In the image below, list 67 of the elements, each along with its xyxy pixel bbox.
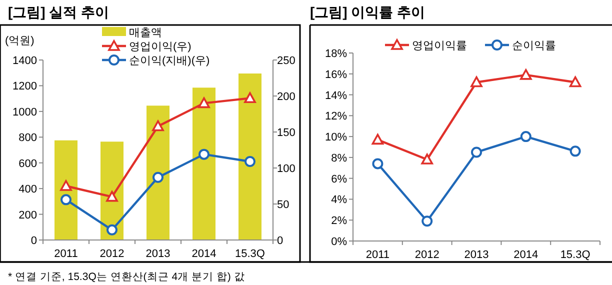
y-tick-label: 400 xyxy=(18,184,37,196)
point xyxy=(152,172,164,183)
x-tick-label: 2014 xyxy=(514,249,538,261)
y2-tick-label: 200 xyxy=(277,91,296,103)
bar xyxy=(192,88,216,240)
y2-tick-label: 100 xyxy=(277,163,296,175)
y-axis-title: (억원) xyxy=(5,35,34,47)
y-tick-label: 6% xyxy=(331,173,348,186)
y2-tick-label: 150 xyxy=(277,127,296,139)
x-tick-label: 2012 xyxy=(100,248,124,260)
legend-label: 영업이익률 xyxy=(412,40,467,52)
legend-label: 순이익률 xyxy=(512,40,556,52)
y-tick-label: 0 xyxy=(30,235,37,247)
chart-title: [그림] 실적 추이 xyxy=(8,4,110,20)
y2-tick-label: 0 xyxy=(277,235,284,247)
point xyxy=(106,190,118,202)
x-tick-label: 15.3Q xyxy=(235,248,266,260)
y-tick-label: 18% xyxy=(324,48,348,60)
y-tick-label: 4% xyxy=(331,194,348,206)
y2-tick-label: 250 xyxy=(277,55,296,67)
y2-tick-label: 50 xyxy=(277,199,290,211)
y-tick-label: 14% xyxy=(324,90,348,102)
bar xyxy=(238,74,262,240)
x-tick-label: 15.3Q xyxy=(560,249,591,261)
legend-label: 순이익(지배)(우) xyxy=(129,55,210,67)
point xyxy=(520,131,532,142)
point xyxy=(422,216,433,227)
legend-label: 매출액 xyxy=(129,27,162,39)
x-tick-label: 2013 xyxy=(146,248,170,260)
point xyxy=(60,180,72,191)
point xyxy=(106,224,118,236)
point xyxy=(569,76,582,88)
y-tick-label: 1200 xyxy=(12,80,37,93)
point xyxy=(60,194,72,206)
y-tick-label: 800 xyxy=(18,132,37,144)
y-tick-label: 1000 xyxy=(12,106,37,118)
point xyxy=(570,146,581,157)
x-tick-label: 2013 xyxy=(464,249,489,261)
point xyxy=(421,154,433,164)
point xyxy=(198,97,210,108)
point xyxy=(152,120,164,132)
y-tick-label: 1400 xyxy=(12,55,37,67)
y-tick-label: 0% xyxy=(331,236,348,248)
bar xyxy=(146,106,170,240)
point xyxy=(244,156,256,168)
y-tick-label: 16% xyxy=(324,68,348,81)
point xyxy=(471,146,482,158)
x-tick-label: 2011 xyxy=(366,249,390,261)
point xyxy=(372,158,384,170)
point xyxy=(470,76,482,88)
chart-title: [그림] 이익률 추이 xyxy=(310,4,426,20)
point xyxy=(372,134,384,145)
bar xyxy=(54,140,78,240)
y-tick-label: 12% xyxy=(324,110,348,123)
point xyxy=(244,92,256,104)
y-tick-label: 8% xyxy=(331,152,348,164)
x-tick-label: 2011 xyxy=(54,248,78,260)
y-tick-label: 2% xyxy=(331,215,348,228)
legend-label: 영업이익(우) xyxy=(129,41,192,53)
text: * 연결 기준, 15.3Q는 연환산(최근 4개 분기 합) 값 xyxy=(8,271,245,283)
x-tick-label: 2012 xyxy=(414,249,440,261)
y-tick-label: 200 xyxy=(18,209,37,222)
point xyxy=(198,148,210,160)
y-tick-label: 10% xyxy=(324,132,348,144)
point xyxy=(520,69,532,80)
x-tick-label: 2014 xyxy=(192,248,216,260)
y-tick-label: 600 xyxy=(18,158,37,170)
